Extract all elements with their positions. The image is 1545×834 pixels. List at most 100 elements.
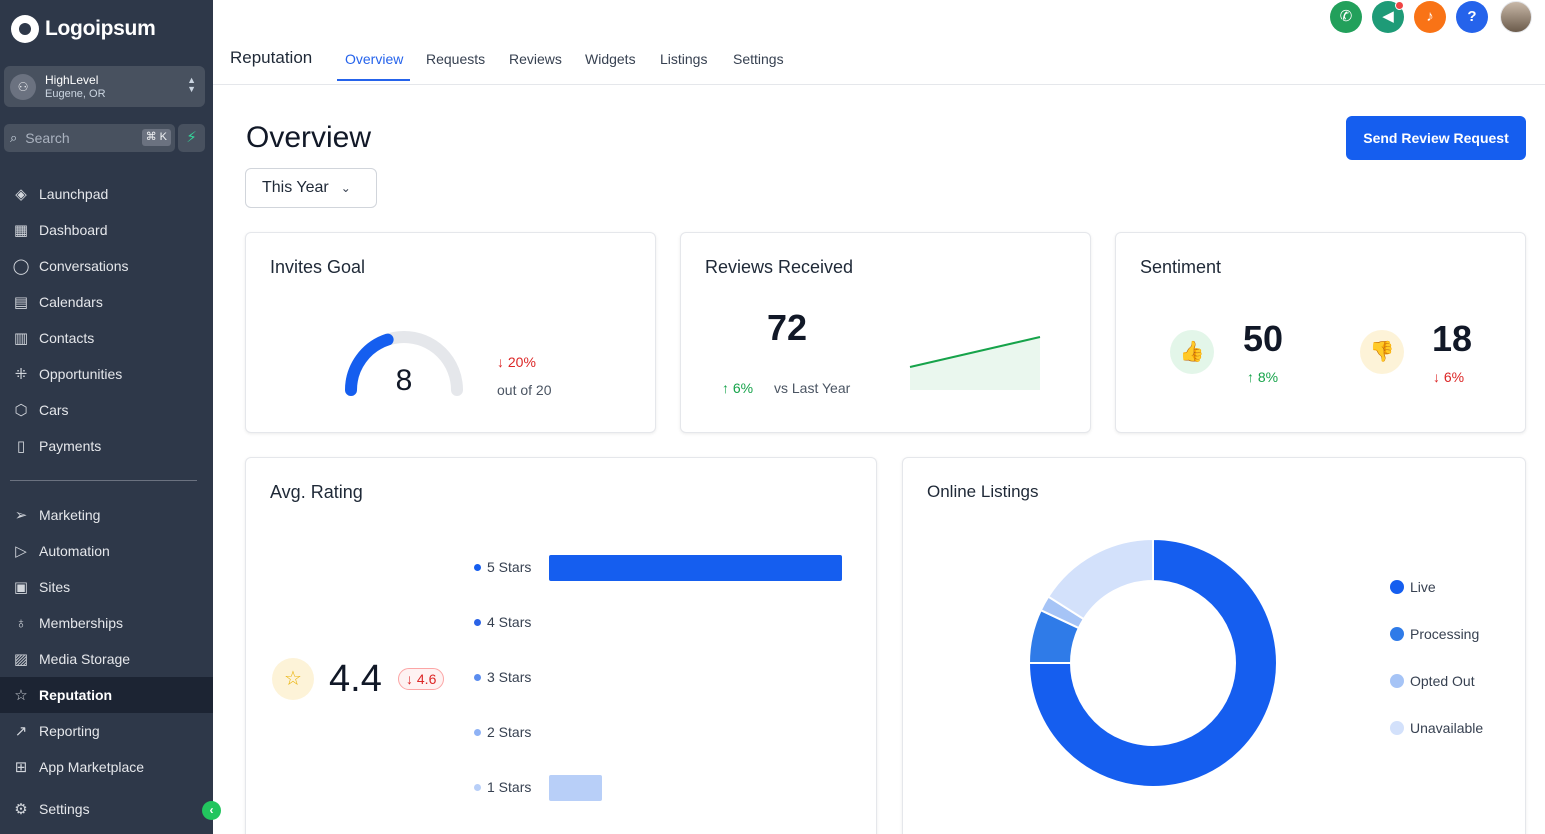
reviews-received-comparison: vs Last Year xyxy=(774,380,851,396)
sidebar-item-payments[interactable]: ▯ Payments xyxy=(0,428,213,464)
sidebar-item-label: Memberships xyxy=(39,615,124,631)
thumbs-up-icon: 👍 xyxy=(1170,330,1214,374)
period-dropdown[interactable]: This Year ⌄ xyxy=(245,168,377,208)
tab-reviews[interactable]: Reviews xyxy=(509,51,562,67)
sidebar-item-media-storage[interactable]: ▨ Media Storage xyxy=(0,641,213,677)
rating-bar-label-text: 3 Stars xyxy=(487,669,532,685)
legend-item: Processing xyxy=(1390,626,1479,642)
sidebar-item-opportunities[interactable]: ⁜ Opportunities xyxy=(0,356,213,392)
sidebar-item-label: Media Storage xyxy=(39,651,131,667)
location-avatar-icon: ⚇ xyxy=(10,73,36,100)
rating-bar xyxy=(549,775,602,801)
avg-rating-delta-value: 4.6 xyxy=(416,671,437,687)
grid-icon: ▦ xyxy=(13,222,29,239)
avg-rating-value: 4.4 xyxy=(329,658,382,700)
reviews-received-delta: ↑ 6% xyxy=(722,380,753,396)
sentiment-negative-delta: ↓ 6% xyxy=(1433,369,1464,385)
sidebar-item-cars[interactable]: ⬡ Cars xyxy=(0,392,213,428)
phone-icon[interactable]: ✆ xyxy=(1330,1,1362,33)
sidebar-item-reporting[interactable]: ↗ Reporting xyxy=(0,713,213,749)
tab-settings[interactable]: Settings xyxy=(733,51,784,67)
rating-bar-dot xyxy=(474,563,481,571)
quick-action-bolt-icon[interactable]: ⚡ xyxy=(178,124,205,152)
contact-card-icon: ▥ xyxy=(13,330,29,347)
sidebar-item-sites[interactable]: ▣ Sites xyxy=(0,569,213,605)
receipt-icon: ▯ xyxy=(16,438,26,455)
tab-widgets[interactable]: Widgets xyxy=(585,51,636,67)
account-name: HighLevel xyxy=(45,72,99,87)
online-listings-donut-chart xyxy=(1027,537,1278,788)
sidebar-item-calendars[interactable]: ▤ Calendars xyxy=(0,284,213,320)
search-icon: ⌕ xyxy=(10,130,18,145)
brand-logo[interactable]: Logoipsum xyxy=(11,15,156,43)
trend-line-icon: ↗ xyxy=(14,723,28,740)
page-title: Reputation xyxy=(230,48,313,67)
legend-item: Unavailable xyxy=(1390,720,1483,736)
apps-grid-icon: ⊞ xyxy=(14,759,28,776)
star-icon: ☆ xyxy=(14,687,28,704)
card-title: Reviews Received xyxy=(705,257,854,277)
rating-bar xyxy=(549,555,842,581)
send-review-request-button[interactable]: Send Review Request xyxy=(1346,116,1526,160)
legend-item: Live xyxy=(1390,579,1436,595)
card-title: Online Listings xyxy=(927,482,1039,501)
reviews-received-value: 72 xyxy=(767,307,808,348)
help-icon[interactable]: ? xyxy=(1456,1,1488,33)
sidebar-item-launchpad[interactable]: ◈ Launchpad xyxy=(0,176,213,212)
megaphone-icon[interactable]: ◀ xyxy=(1372,1,1404,33)
sparkline-line xyxy=(909,336,1041,368)
bell-icon[interactable]: ♪ xyxy=(1414,1,1446,33)
card-title: Sentiment xyxy=(1140,257,1222,277)
sidebar-item-memberships[interactable]: ♁ Memberships xyxy=(0,605,213,641)
logo-mark-icon xyxy=(11,15,39,43)
sidebar-item-app-marketplace[interactable]: ⊞ App Marketplace xyxy=(0,749,213,785)
card-title: Invites Goal xyxy=(270,257,366,277)
overview-heading: Overview xyxy=(246,121,372,154)
rating-bar-label-text: 2 Stars xyxy=(487,724,532,740)
chevron-up-down-icon: ▲ ▼ xyxy=(187,75,196,94)
arrow-down-icon: ↓ xyxy=(1433,369,1440,385)
sidebar-item-contacts[interactable]: ▥ Contacts xyxy=(0,320,213,356)
award-icon: ♁ xyxy=(15,614,27,632)
invites-goal-out-of: out of 20 xyxy=(497,382,552,398)
legend-label: Unavailable xyxy=(1410,720,1484,736)
invites-goal-delta-value: 20% xyxy=(507,354,536,370)
network-icon: ⁜ xyxy=(14,366,28,383)
collapse-sidebar-icon[interactable]: ‹ xyxy=(202,801,221,820)
sidebar-item-label: Contacts xyxy=(39,330,95,346)
rating-bar-label: 5 Stars xyxy=(474,559,531,575)
search-input[interactable]: ⌕ Search ⌘ K xyxy=(4,124,175,152)
sidebar-item-label: App Marketplace xyxy=(39,759,145,775)
legend-label: Processing xyxy=(1410,626,1480,642)
sidebar-item-marketing[interactable]: ➢ Marketing xyxy=(0,497,213,533)
period-value: This Year xyxy=(262,179,329,196)
arrow-up-icon: ↑ xyxy=(722,380,729,396)
chevron-down-icon: ⌄ xyxy=(340,181,351,195)
sidebar-item-label: Calendars xyxy=(39,294,103,310)
tab-overview[interactable]: Overview xyxy=(345,51,404,67)
sidebar-item-label: Marketing xyxy=(39,507,101,523)
gauge-fill xyxy=(345,333,394,396)
sidebar-item-label: Conversations xyxy=(39,258,129,274)
sidebar-item-label: Automation xyxy=(39,543,110,559)
rating-bar-dot xyxy=(474,673,481,681)
tab-requests[interactable]: Requests xyxy=(426,51,486,67)
account-switcher[interactable]: ⚇ HighLevel Eugene, OR ▲ ▼ xyxy=(4,66,205,107)
sidebar-item-conversations[interactable]: ◯ Conversations xyxy=(0,248,213,284)
sidebar-item-dashboard[interactable]: ▦ Dashboard xyxy=(0,212,213,248)
sidebar-item-reputation[interactable]: ☆ Reputation xyxy=(0,677,213,713)
sidebar-item-settings[interactable]: ⚙ Settings xyxy=(0,791,213,827)
tab-listings[interactable]: Listings xyxy=(660,51,708,67)
sidebar-item-label: Reputation xyxy=(39,687,113,703)
active-tab-indicator xyxy=(337,79,410,81)
invites-goal-card: Invites Goal xyxy=(245,232,656,433)
sidebar-item-label: Sites xyxy=(39,579,71,595)
sidebar-item-label: Payments xyxy=(39,438,102,454)
chat-bubble-icon: ◯ xyxy=(12,258,30,275)
avatar[interactable] xyxy=(1500,1,1532,33)
rating-bar-label: 1 Stars xyxy=(474,779,531,795)
arrow-down-icon: ↓ xyxy=(497,354,504,370)
sidebar-item-label: Dashboard xyxy=(39,222,108,238)
sidebar-item-automation[interactable]: ▷ Automation xyxy=(0,533,213,569)
browser-icon: ▣ xyxy=(13,579,29,596)
